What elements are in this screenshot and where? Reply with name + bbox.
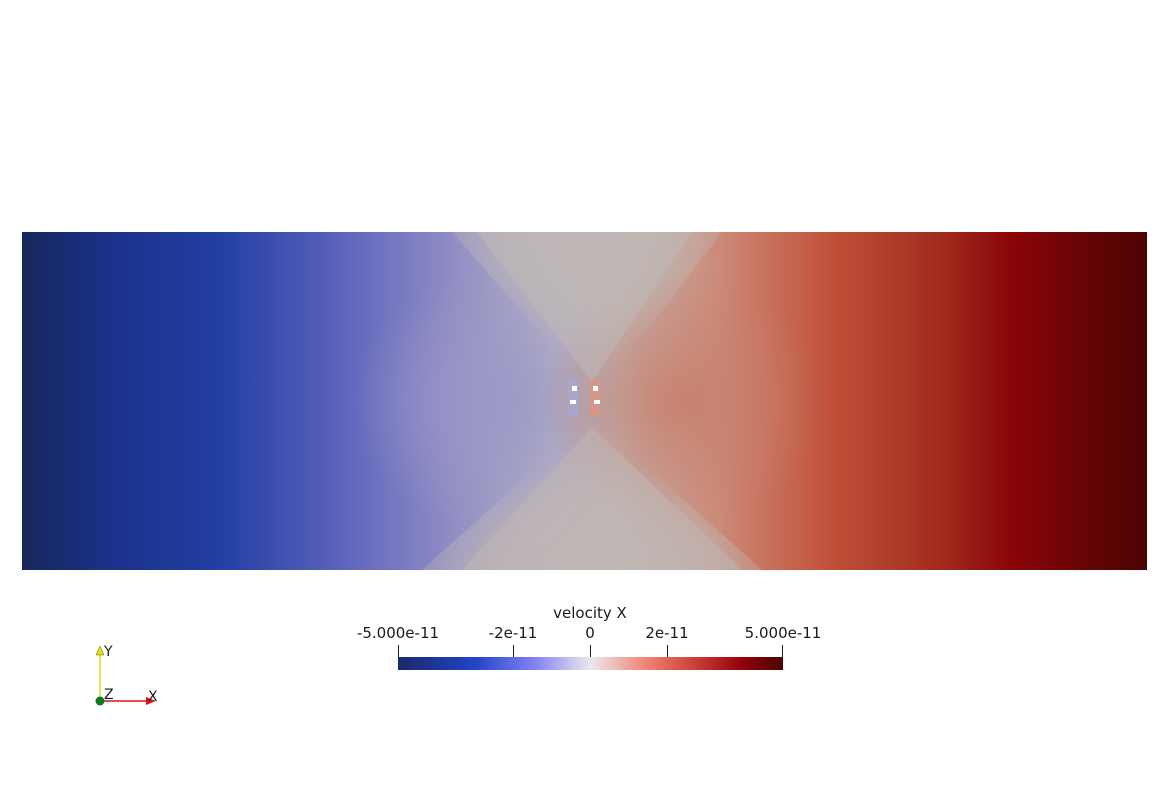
colorbar-tick-neg	[513, 645, 514, 657]
z-axis-label: Z	[104, 687, 114, 703]
velocity-field-plot[interactable]	[22, 232, 1147, 570]
colorbar-tick-label-neg: -2e-11	[488, 624, 538, 642]
orientation-axes: Y Z X	[90, 640, 170, 715]
colorbar-tick-label-max: 5.000e-11	[744, 624, 822, 642]
x-axis-label: X	[148, 689, 158, 705]
x-axis-arrow-icon	[146, 697, 156, 705]
velocity-field-svg	[22, 232, 1147, 570]
orientation-axes-svg	[95, 645, 156, 706]
colorbar-gradient[interactable]	[398, 657, 783, 670]
y-axis-label: Y	[104, 644, 113, 660]
colorbar-tick-pos	[667, 645, 668, 657]
colorbar-title: velocity X	[553, 604, 627, 622]
y-axis-arrow-icon	[95, 645, 105, 656]
colorbar-tick-min	[398, 645, 399, 657]
colorbar-tick-label-min: -5.000e-11	[356, 624, 440, 642]
colorbar-tick-label-zero: 0	[585, 624, 595, 642]
colorbar-tick-zero	[590, 645, 591, 657]
colorbar-tick-label-pos: 2e-11	[645, 624, 689, 642]
z-axis-dot-icon	[95, 696, 105, 706]
colorbar-tick-max	[782, 645, 783, 657]
center-notch	[568, 380, 600, 416]
